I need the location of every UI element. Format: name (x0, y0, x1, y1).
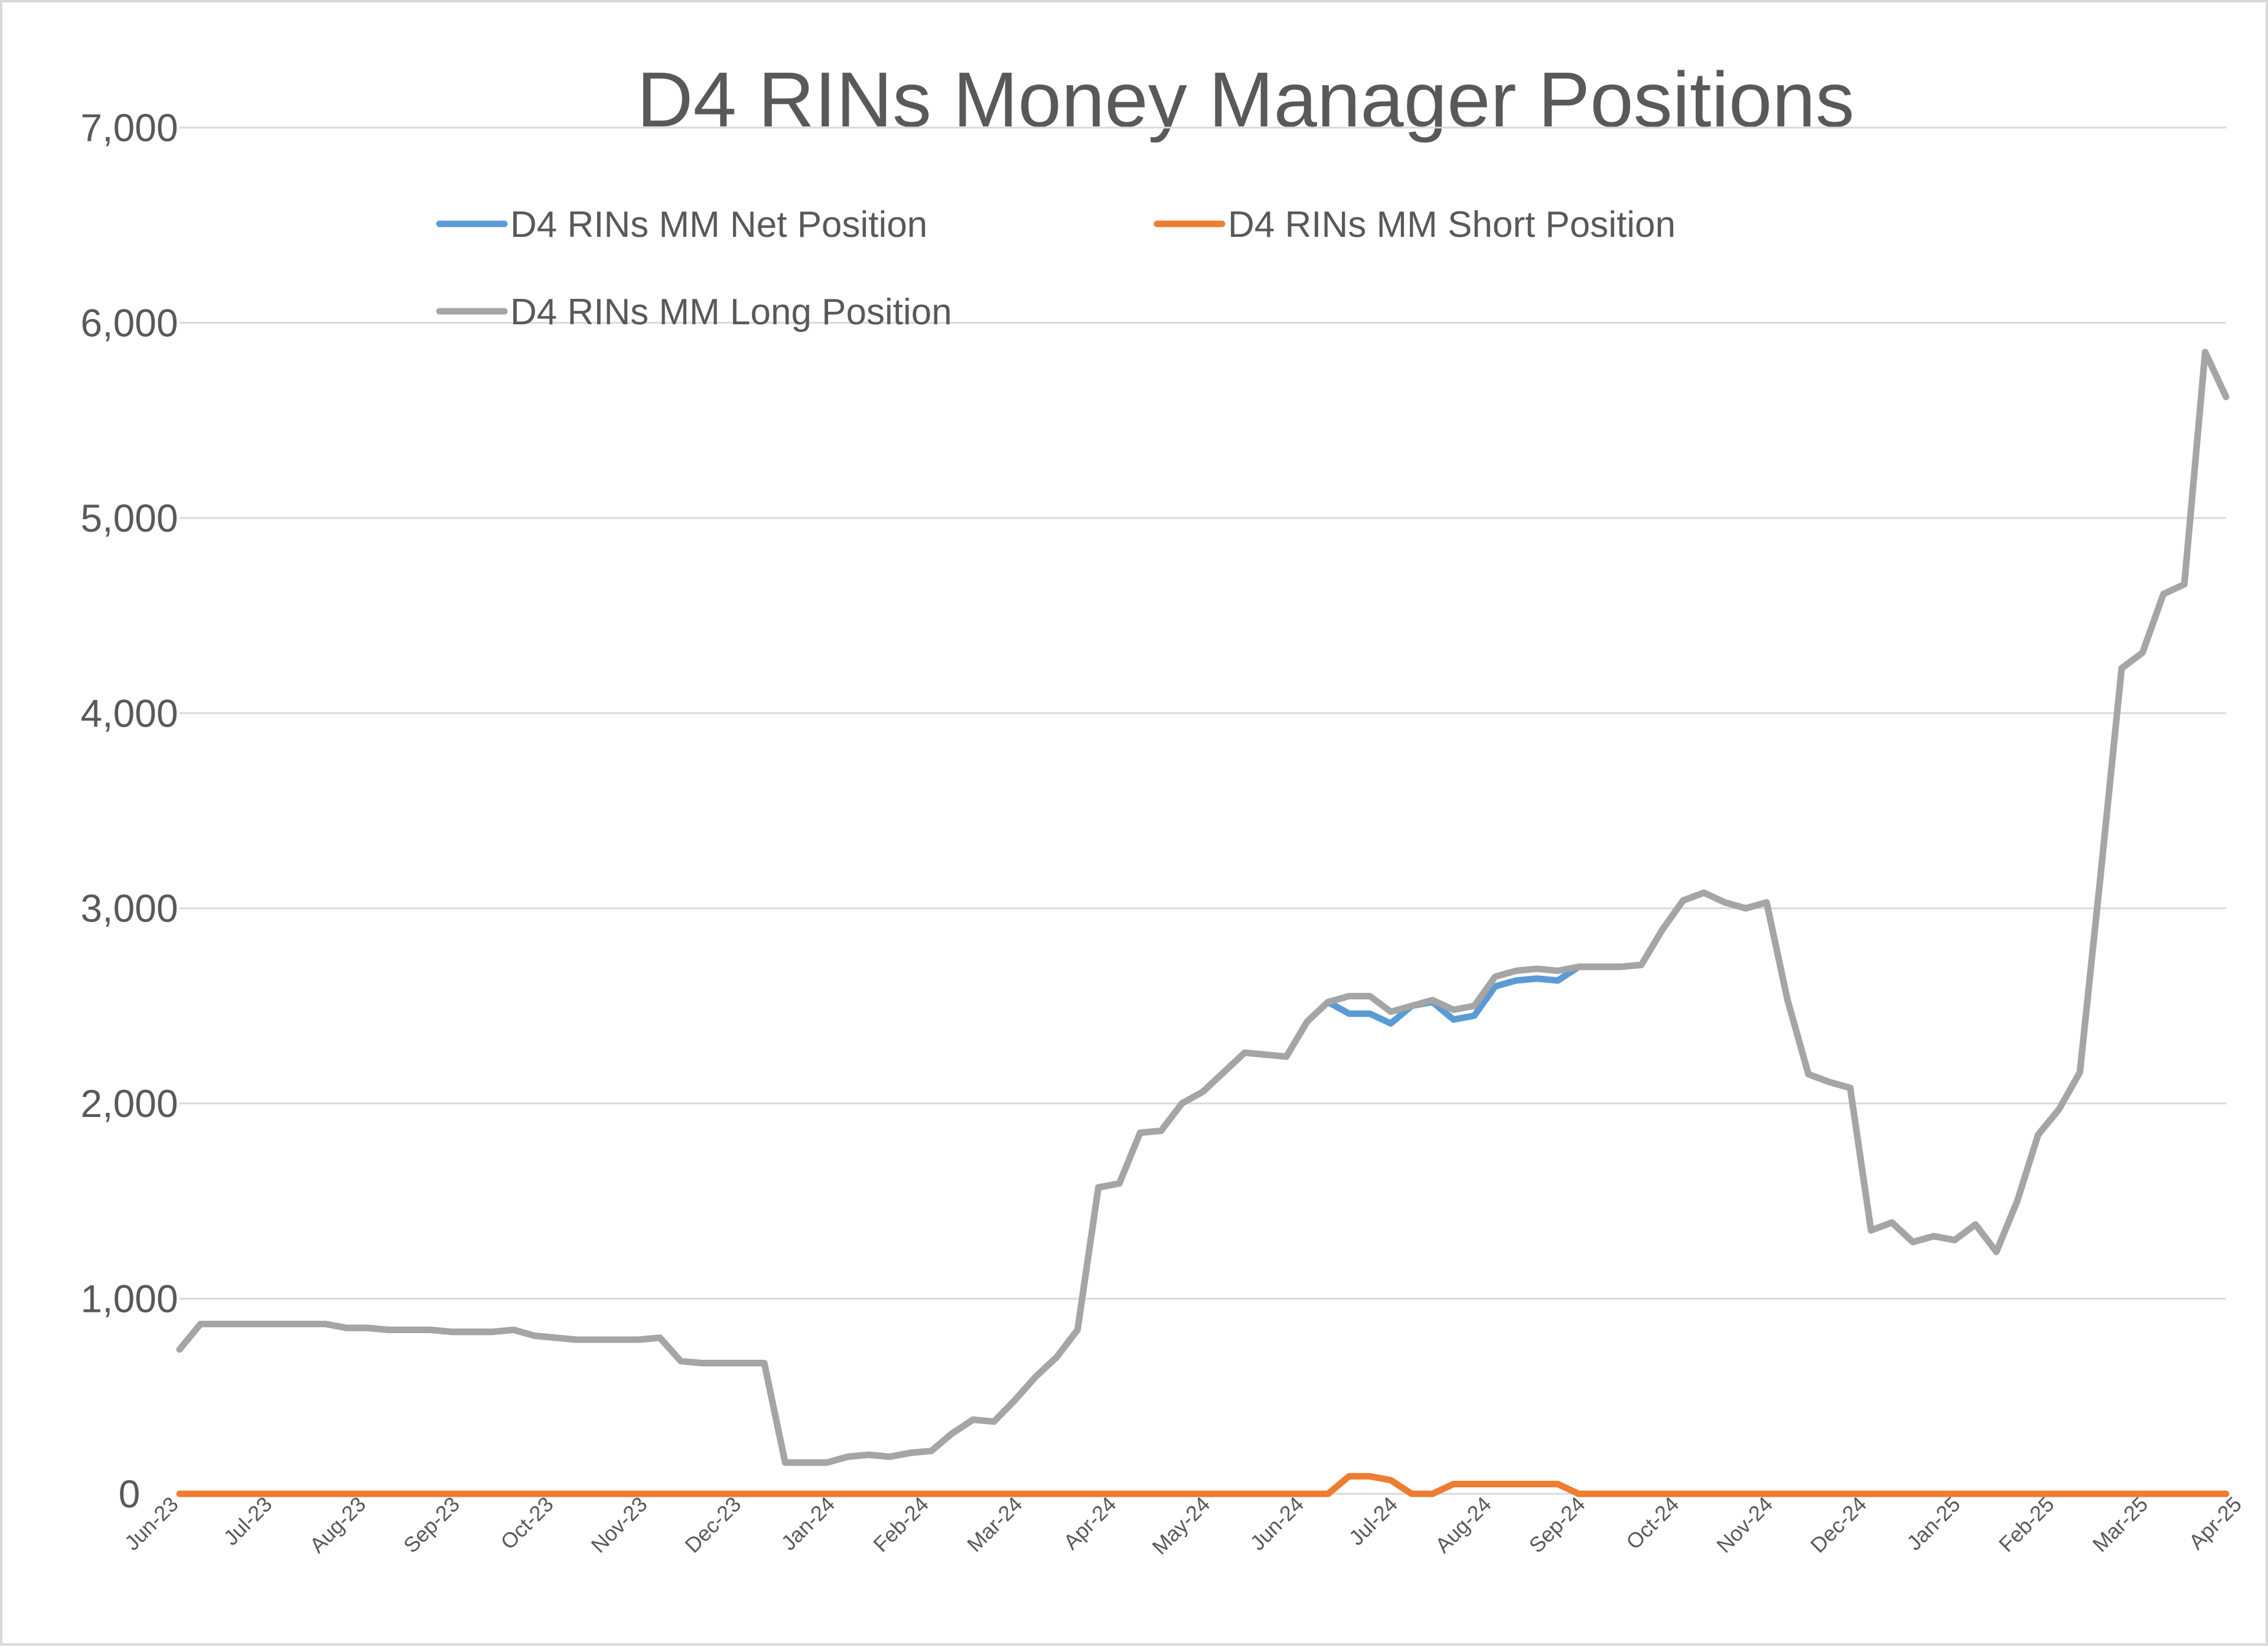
x-tick-label: Nov-23 (586, 1492, 652, 1558)
y-tick-label: 2,000 (80, 1082, 178, 1125)
x-tick-label: Oct-24 (1621, 1492, 1683, 1554)
x-tick-label: Dec-23 (680, 1492, 745, 1558)
x-tick-label: Mar-25 (2088, 1492, 2153, 1557)
y-tick-label: 7,000 (80, 106, 178, 149)
gridlines (180, 126, 2226, 1495)
x-tick-label: Feb-25 (1994, 1492, 2059, 1557)
x-tick-label: Apr-24 (1058, 1492, 1120, 1554)
x-tick-label: Dec-24 (1806, 1492, 1871, 1558)
legend-label: D4 RINs MM Short Position (1228, 204, 1676, 245)
y-tick-label: 1,000 (80, 1277, 178, 1321)
x-tick-label: Aug-24 (1430, 1492, 1496, 1558)
y-tick-label: 0 (119, 1472, 141, 1516)
x-tick-label: Feb-24 (868, 1492, 933, 1557)
series-line-2 (176, 1473, 2230, 1497)
x-tick-label: Sep-24 (1524, 1492, 1590, 1558)
x-tick-label: May-24 (1148, 1492, 1215, 1559)
legend: D4 RINs MM Net Position D4 RINs MM Short … (436, 204, 1676, 333)
x-tick-label: Jul-24 (1344, 1492, 1402, 1550)
x-tick-label: Jul-23 (219, 1492, 276, 1550)
x-tick-label: Sep-23 (399, 1492, 464, 1558)
chart-title: D4 RINs Money Manager Positions (637, 56, 1855, 143)
x-tick-label: Nov-24 (1712, 1492, 1777, 1558)
series-line-3 (176, 349, 2230, 1466)
x-tick-label: Oct-23 (496, 1492, 558, 1554)
x-tick-label: Mar-24 (962, 1492, 1027, 1557)
y-axis-tick-labels: 0 1,000 2,000 3,000 4,000 5,000 6,000 7,000 (80, 106, 178, 1516)
y-tick-label: 6,000 (80, 301, 178, 344)
y-tick-label: 5,000 (80, 496, 178, 540)
x-axis-tick-labels: Jun-23 Jul-23 Aug-23 Sep-23 Oct-23 Nov-23 Dec-… (120, 1492, 2246, 1559)
y-tick-label: 4,000 (80, 691, 178, 735)
x-tick-label: Aug-23 (305, 1492, 370, 1558)
x-tick-label: Jan-25 (1902, 1492, 1965, 1555)
legend-label: D4 RINs MM Net Position (510, 204, 927, 245)
x-tick-label: Jan-24 (776, 1492, 839, 1555)
x-tick-label: Apr-25 (2184, 1492, 2246, 1554)
series-lines (176, 349, 2230, 1497)
x-tick-label: Jun-24 (1245, 1492, 1308, 1555)
y-tick-label: 3,000 (80, 887, 178, 930)
legend-label: D4 RINs MM Long Position (510, 292, 952, 333)
